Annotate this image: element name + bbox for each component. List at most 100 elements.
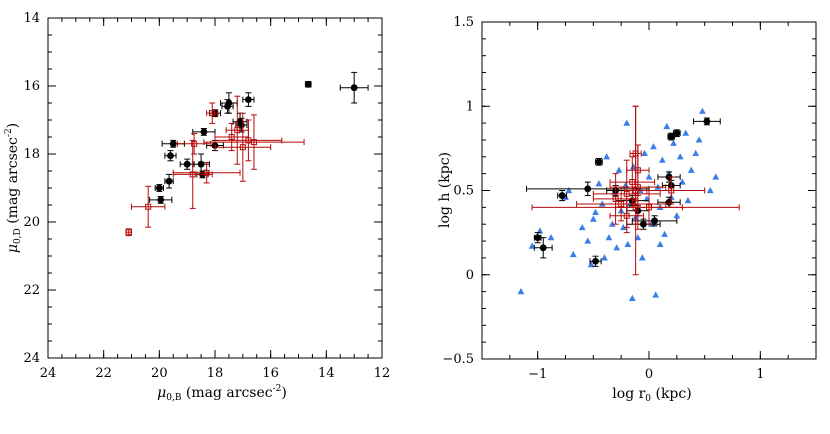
right-point-blue — [536, 227, 544, 234]
left-xtick-label: 16 — [262, 366, 279, 381]
right-panel: −1 0 1 −0.5 0 0.5 1 1.5 log r0 (kpc) log h (kpc… — [437, 15, 817, 404]
right-point-blue — [619, 223, 627, 231]
right-point-blue — [608, 220, 616, 227]
right-point-blue — [682, 129, 690, 136]
right-point-blue — [622, 181, 630, 189]
right-xtick-label: 1 — [756, 367, 764, 382]
right-point-black — [651, 217, 658, 225]
left-point-black — [245, 96, 252, 103]
left-point-black — [200, 128, 208, 136]
left-ytick-label: 14 — [23, 11, 40, 26]
right-point-blue — [670, 139, 677, 146]
left-point-black — [350, 84, 358, 92]
right-point-blue — [615, 166, 623, 173]
right-point-black — [595, 158, 603, 166]
right-point-black — [592, 257, 599, 265]
right-point-blue — [679, 178, 686, 185]
right-point-red — [612, 195, 619, 202]
right-point-blue — [699, 107, 706, 114]
left-xlabel: μ0,B (mag arcsec-2) — [157, 384, 287, 403]
right-plot-data — [517, 105, 740, 301]
right-point-blue — [643, 195, 651, 202]
left-point-red — [239, 144, 246, 151]
right-point-black — [584, 185, 592, 193]
left-point-red — [189, 171, 196, 178]
right-point-blue — [547, 234, 555, 241]
right-point-red — [623, 212, 630, 219]
right-ytick-label: 0.5 — [453, 184, 474, 199]
left-panel: 24 22 20 18 16 14 12 24 22 20 18 16 14 μ0,B (mag arc… — [4, 11, 390, 403]
right-xlabel: log r0 (kpc) — [612, 386, 691, 404]
right-point-blue — [695, 136, 703, 143]
right-point-black — [640, 220, 647, 228]
right-point-red — [618, 200, 625, 207]
right-point-blue — [650, 143, 657, 150]
left-point-red — [234, 127, 241, 134]
right-point-blue — [692, 149, 700, 157]
left-plot-frame — [47, 17, 383, 359]
right-point-blue — [595, 180, 603, 187]
right-ylabel: log h (kpc) — [437, 152, 453, 228]
left-point-black — [167, 152, 174, 160]
right-point-blue — [605, 234, 613, 241]
right-point-red — [629, 179, 636, 186]
right-point-red — [623, 190, 630, 197]
left-point-red — [250, 139, 257, 146]
right-point-blue — [517, 288, 525, 295]
right-point-blue — [676, 153, 684, 160]
right-point-blue — [592, 208, 599, 216]
right-point-blue — [634, 234, 642, 241]
right-point-blue — [528, 242, 536, 249]
left-point-black — [304, 80, 312, 88]
left-ylabel: μ0,D (mag arcsec-2) — [4, 123, 23, 253]
right-point-black — [558, 192, 566, 199]
left-point-red — [125, 229, 132, 236]
right-point-blue — [565, 186, 573, 194]
right-point-blue — [628, 294, 636, 301]
left-point-black — [157, 196, 165, 204]
left-xtick-label: 18 — [207, 366, 224, 381]
left-ytick-label: 22 — [23, 283, 40, 298]
right-point-blue — [584, 237, 592, 244]
left-plot-data — [125, 71, 369, 237]
left-ytick-label: 18 — [23, 147, 40, 162]
right-point-blue — [601, 254, 608, 261]
right-point-blue — [663, 122, 671, 130]
left-xtick-label: 20 — [151, 366, 168, 381]
right-point-blue — [569, 250, 577, 258]
right-point-red — [646, 204, 652, 211]
right-point-black — [703, 118, 711, 125]
right-ticks: −1 0 1 −0.5 0 0.5 1 1.5 — [442, 15, 817, 382]
left-xtick-label: 12 — [374, 366, 391, 381]
left-point-black — [183, 160, 191, 168]
right-point-blue — [706, 186, 714, 194]
left-point-black — [155, 184, 163, 192]
left-point-red — [203, 169, 210, 176]
right-point-black — [673, 129, 681, 137]
left-ytick-label: 24 — [23, 351, 40, 366]
right-point-blue — [587, 261, 595, 268]
right-point-blue — [673, 212, 681, 219]
right-point-blue — [652, 291, 660, 298]
right-point-blue — [589, 215, 597, 222]
right-point-blue — [623, 119, 631, 126]
left-ytick-label: 16 — [23, 79, 40, 94]
left-point-black — [197, 160, 205, 168]
right-point-blue — [687, 166, 695, 173]
left-xtick-label: 22 — [95, 366, 112, 381]
right-xtick-label: 0 — [645, 367, 653, 382]
left-ticks: 24 22 20 18 16 14 12 24 22 20 18 16 14 — [23, 11, 390, 381]
left-point-red — [228, 134, 235, 140]
left-point-red — [191, 140, 198, 147]
left-point-red — [145, 203, 152, 210]
right-point-blue — [656, 240, 664, 248]
left-ytick-label: 20 — [23, 215, 40, 230]
right-point-blue — [661, 230, 668, 237]
right-ytick-label: −0.5 — [442, 352, 474, 367]
right-ytick-label: 0 — [466, 268, 474, 283]
right-point-blue — [624, 240, 632, 248]
left-xtick-label: 14 — [318, 366, 335, 381]
right-xtick-label: −1 — [528, 367, 547, 382]
right-point-blue — [641, 149, 648, 157]
right-ytick-label: 1.5 — [453, 15, 474, 30]
